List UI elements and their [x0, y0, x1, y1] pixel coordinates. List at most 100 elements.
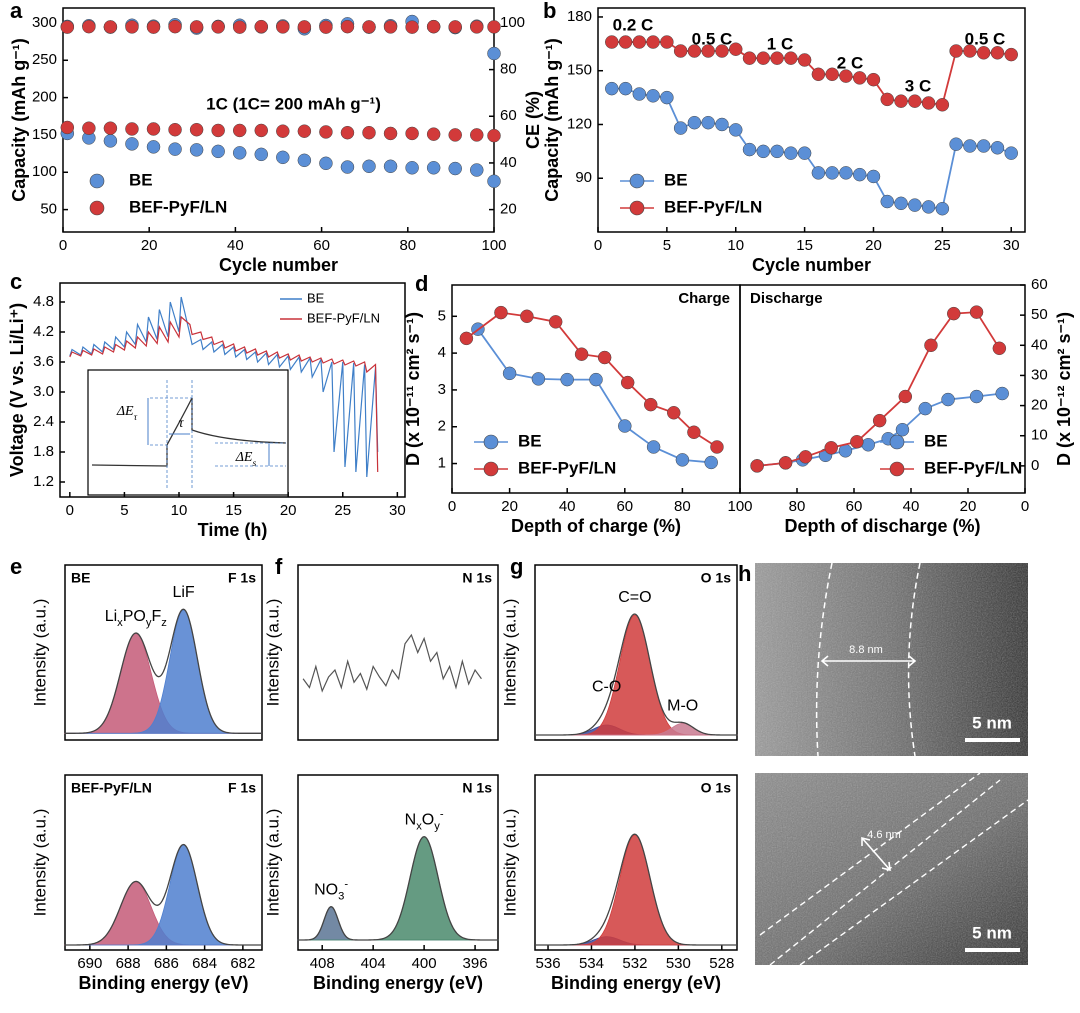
x-tick-label: 0	[594, 237, 602, 254]
x-tick-label: 40	[227, 237, 244, 254]
measure-arrow	[861, 836, 891, 872]
axes-frame	[597, 7, 1026, 233]
region-label: F 1s	[228, 780, 256, 796]
peak-label-part: N	[405, 812, 417, 829]
y-axis-label: Intensity (a.u.)	[30, 809, 49, 917]
data-point	[710, 440, 724, 454]
data-point	[660, 90, 674, 105]
y-axis-label: Capacity (mAh g⁻¹)	[542, 38, 562, 202]
data-point	[426, 19, 441, 34]
x-tick-label: 80	[674, 498, 691, 515]
peak-label: LiF	[172, 584, 194, 601]
y-tick-label: 200	[32, 89, 57, 106]
data-point	[168, 122, 182, 137]
y-tick-label: 150	[567, 62, 592, 79]
envelope	[64, 608, 262, 734]
rate-label: 0.5 C	[692, 29, 733, 48]
interface-line	[759, 772, 1029, 966]
data-point	[995, 386, 1009, 401]
panel-letter: f	[275, 554, 283, 579]
panel: 0 20 40 60 80 1 2 3 4 5 Depth of charge (%) D (x 10…	[403, 271, 741, 536]
data-point	[146, 122, 161, 136]
data-point	[673, 44, 688, 58]
tem-grain	[755, 563, 1028, 756]
data-point	[487, 174, 501, 188]
x-tick-label: 400	[412, 955, 437, 972]
data-point	[756, 144, 771, 159]
inset-guide	[150, 380, 286, 490]
data-point	[852, 71, 867, 85]
panel: Intensity (a.u.) g C-O C=O M-O O 1s	[500, 554, 738, 741]
data-point	[825, 166, 839, 180]
data-point	[898, 389, 913, 404]
data-point	[605, 81, 619, 96]
x-tick-label: 80	[789, 498, 806, 515]
x-tick-label: 408	[310, 955, 335, 972]
data-point	[254, 147, 269, 162]
data-point	[1004, 146, 1018, 160]
data-point	[340, 160, 355, 174]
sample-label: BE	[71, 570, 90, 586]
y-tick-label: 150	[32, 126, 57, 143]
x-tick-label: 690	[77, 955, 102, 972]
y-tick-label: 90	[575, 169, 592, 186]
data-point	[232, 20, 247, 34]
fit-peak	[535, 614, 737, 736]
data-point	[701, 44, 715, 58]
data-point	[520, 309, 534, 324]
inset-label-part: τ	[134, 412, 138, 423]
legend-label: BEF-PyF/LN	[129, 197, 227, 216]
data-point	[103, 121, 118, 135]
x-tick-label: 15	[796, 237, 813, 254]
data-point	[797, 53, 812, 67]
spectrum	[302, 633, 482, 693]
interface-line	[815, 562, 921, 757]
peak-label: LixPOyFz	[105, 608, 168, 629]
y-tick-label: 100	[32, 163, 57, 180]
region-label: F 1s	[228, 570, 256, 586]
panel: Intensity (a.u.) f N 1s	[263, 554, 499, 741]
legend-label: BEF-PyF/LN	[518, 458, 616, 477]
data-point	[383, 126, 398, 141]
legend-marker	[483, 434, 499, 450]
data-point	[383, 159, 398, 174]
legend-marker	[89, 200, 105, 216]
axes-frame	[64, 774, 263, 951]
data-point	[894, 94, 908, 108]
data-point	[597, 350, 612, 365]
subpanel-title: Charge	[678, 290, 730, 307]
data-point	[459, 331, 474, 346]
data-point	[866, 72, 881, 87]
data-point	[146, 140, 161, 154]
data-point	[797, 146, 812, 160]
peak-label-part: y	[146, 617, 152, 629]
data-point	[189, 143, 204, 157]
tem-bottom: 4.6 nm 5 nm	[755, 772, 1029, 966]
data-point	[276, 124, 290, 138]
data-point	[383, 20, 398, 34]
data-point	[211, 123, 225, 138]
data-point	[125, 20, 139, 34]
x-tick-label: 684	[192, 955, 217, 972]
data-point	[470, 163, 484, 177]
x-tick-label: 396	[463, 955, 488, 972]
data-point	[426, 127, 441, 141]
data-point	[935, 201, 950, 216]
peak-label-part: -	[344, 879, 348, 891]
x-tick-label: 20	[865, 237, 882, 254]
peak-label-part: LiF	[172, 584, 194, 601]
y-axis-label: Intensity (a.u.)	[263, 809, 282, 917]
y-tick-label: 50	[40, 201, 57, 218]
data-point	[646, 440, 661, 454]
data-point	[963, 44, 977, 58]
y-tick-label: 3.0	[33, 383, 54, 400]
rate-label: 2 C	[837, 53, 863, 72]
data-point	[660, 35, 674, 49]
data-point	[168, 19, 182, 34]
data-point	[872, 413, 887, 428]
y-tick-label: 3.6	[33, 353, 54, 370]
data-point	[448, 161, 462, 176]
x-axis-label: Depth of discharge (%)	[784, 516, 980, 536]
data-line	[757, 311, 1001, 467]
